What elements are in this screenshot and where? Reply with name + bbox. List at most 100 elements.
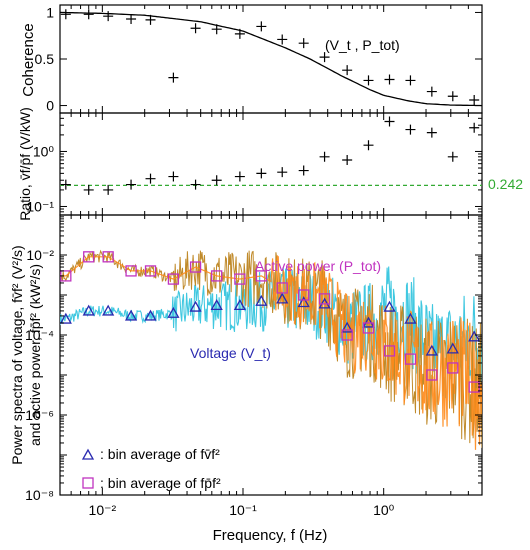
legend-power-label: : bin average of fp̄f² [100,475,221,491]
coherence-point [319,52,330,63]
power-bin-average-marker [298,289,310,301]
power-bin-average-marker [125,265,137,277]
power-bin-average-marker [102,251,114,263]
voltage-bin-average-marker [297,296,310,308]
ratio-point [256,168,267,179]
coherence-point [103,11,114,22]
ratio-ytick-label: 10⁰ [33,143,55,159]
axes-ticks: 0 0.5 1 10⁻¹ 10⁰ 10⁻⁸ 10⁻⁶ 10⁻⁴ 10⁻² 10⁻² 10⁻¹ 10⁰ [25,4,483,518]
power-bin-average-marker [341,329,353,341]
ratio-point [405,124,416,135]
panel-coherence-frame [59,4,483,114]
legend-triangle-marker [81,448,95,460]
spectra-plot-area [60,249,482,450]
voltage-bin-average-marker [341,321,354,333]
spectra-ytick-label: 10⁻⁸ [25,487,54,503]
coherence-point [298,38,309,49]
coherence-ytick-label: 0 [46,98,54,114]
coherence-point [168,72,179,83]
ratio-point [363,140,374,151]
ratio-point [126,179,137,190]
coherence-point [145,14,156,25]
voltage-bin-average-marker [446,342,459,354]
ratio-point [83,184,94,195]
ratio-point [168,171,179,182]
coherence-point [342,65,353,76]
coherence-point [405,75,416,86]
panel-ratio-frame [59,112,483,216]
power-bin-average-marker [362,322,375,334]
voltage-bin-average-marker [82,304,95,316]
active-power-annotation: Active power (P_tot) [255,258,381,274]
coherence-ytick-label: 0.5 [35,51,55,67]
ratio-point [426,127,437,138]
power-bin-average-marker [447,362,459,374]
coherence-point [469,94,480,105]
coherence-point [256,21,267,32]
voltage-bin-average-marker [102,304,115,316]
xlabel: Frequency, f (Hz) [213,527,328,544]
coherence-curve [60,11,482,107]
reference-line-label: 0.242 [488,176,523,192]
coherence-annotation: (V_t , P_tot) [325,37,400,53]
coherence-plot-area [60,9,482,107]
ratio-point [447,151,458,162]
xtick-label: 10⁻¹ [229,502,257,518]
ratio-point [103,184,114,195]
voltage-bin-average-marker [167,306,180,318]
power-bin-average-marker [404,353,417,365]
coherence-ylabel: Coherence [20,23,37,96]
panel-spectra-frame [59,214,483,496]
power-bin-average-marker [276,282,288,294]
coherence-point [277,34,288,45]
ratio-ytick-label: 10⁻¹ [26,198,54,214]
legend-voltage-label: : bin average of fv̄f² [100,446,220,462]
voltage-bin-average-marker [425,344,438,356]
power-bin-average-marker [144,265,157,277]
power-bin-average-marker [255,270,267,282]
xtick-label: 10⁻² [89,502,117,518]
ratio-plot-area [60,116,482,195]
power-bin-average-marker [83,251,95,263]
power-bin-average-marker [318,293,331,305]
ratio-ylabel: Ratio, v̄f/p̄f (V/kW) [17,107,33,221]
power-bin-average-marker [211,270,223,282]
voltage-bin-average-marker [124,309,138,321]
power-bin-average-marker [189,261,202,273]
power-bin-average-marker [167,273,180,285]
coherence-point [83,9,94,20]
xtick-label: 10⁰ [373,502,395,518]
voltage-bin-average-marker [276,292,289,304]
voltage-bin-average-marker [383,300,396,312]
voltage-bin-average-marker [255,294,268,306]
coherence-point [60,9,71,20]
ratio-point [319,151,330,162]
ratio-point [342,154,353,165]
voltage-bin-average-marker [189,300,202,312]
spectra-ytick-label: 10⁻⁴ [25,327,54,343]
voltage-bin-average-marker [210,299,223,311]
ratio-point [384,116,395,127]
voltage-bin-average-marker [144,309,157,321]
legend: : bin average of fv̄f² : bin average of … [81,446,221,491]
ratio-point [277,167,288,178]
coherence-point [211,24,222,35]
coherence-point [384,74,395,85]
voltage-bin-average-marker [468,330,481,342]
power-bin-average-marker [426,369,438,381]
spectra-ylabel-line2: and active power, fp̄f² (kW²/s) [27,264,43,446]
voltage-bin-average-marker [404,312,417,324]
power-bin-average-marker [234,273,246,285]
power-bin-average-marker [383,345,396,357]
spectra-ytick-label: 10⁻² [26,247,54,263]
legend-square-marker [82,477,94,489]
ratio-point [60,179,71,190]
spectra-ylabel-line1: Power spectra of voltage, fv̄f² (V²/s) [9,245,25,464]
coherence-ytick-label: 1 [46,4,54,20]
ratio-point [190,179,201,190]
coherence-point [234,28,245,39]
voltage-bin-average-marker [233,299,246,311]
ratio-point [469,122,480,133]
coherence-point [190,23,201,34]
